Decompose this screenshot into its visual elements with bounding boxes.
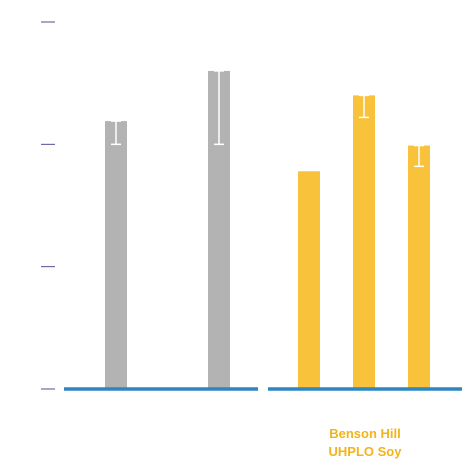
bar-1-2: [408, 145, 430, 389]
bar-1-1: [353, 95, 375, 390]
bar-0-0: [105, 121, 127, 389]
bars: [105, 70, 430, 390]
group-label-1-line-0: Benson Hill: [329, 426, 401, 441]
group-labels: Benson Hill UHPLO Soy: [329, 426, 403, 459]
bar-0-1: [208, 70, 230, 389]
bar-1-0: [298, 171, 320, 389]
y-axis-ticks: [41, 21, 55, 390]
group-label-1-line-1: UHPLO Soy: [329, 444, 403, 459]
